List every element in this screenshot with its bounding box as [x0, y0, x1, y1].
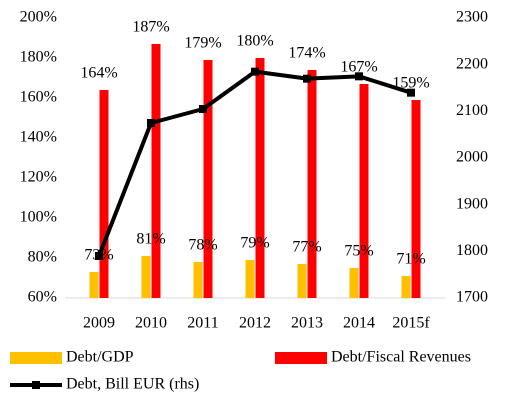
- x-tick-label: 2014: [343, 315, 375, 332]
- y2-tick-label: 1900: [456, 195, 488, 212]
- legend-swatch: [275, 352, 327, 364]
- y-tick-label: 100%: [20, 209, 57, 226]
- y2-tick-label: 1800: [456, 242, 488, 259]
- y2-tick-label: 2100: [456, 102, 488, 119]
- data-label: 78%: [188, 237, 217, 254]
- data-label: 71%: [396, 251, 425, 268]
- bar: [151, 44, 161, 298]
- bar: [401, 276, 411, 298]
- data-label: 159%: [392, 75, 429, 92]
- legend-swatch: [32, 381, 40, 389]
- bar: [255, 58, 265, 298]
- data-label: 79%: [240, 235, 269, 252]
- legend-label: Debt/GDP: [66, 349, 134, 366]
- data-label: 180%: [236, 33, 273, 50]
- y2-tick-label: 1700: [456, 289, 488, 306]
- data-label: 179%: [184, 35, 221, 52]
- bar: [193, 262, 203, 298]
- line-marker: [303, 74, 311, 83]
- x-tick-label: 2010: [135, 315, 167, 332]
- bar: [307, 70, 317, 298]
- legend-label: Debt/Fiscal Revenues: [331, 349, 471, 366]
- line-marker: [147, 119, 155, 127]
- y-tick-label: 120%: [20, 169, 57, 186]
- bar: [245, 260, 255, 298]
- y-tick-label: 160%: [20, 89, 57, 106]
- y2-tick-label: 2300: [456, 9, 488, 26]
- y2-tick-label: 2000: [456, 149, 488, 166]
- bar: [99, 90, 109, 298]
- data-label: 77%: [292, 239, 321, 256]
- y2-tick-label: 2200: [456, 55, 488, 72]
- x-tick-label: 2012: [239, 315, 271, 332]
- x-tick-label: 2009: [83, 315, 115, 332]
- line-marker: [251, 67, 259, 76]
- y-tick-label: 60%: [28, 289, 57, 306]
- data-label: 187%: [132, 19, 169, 36]
- legend-swatch: [10, 352, 62, 364]
- bar: [141, 256, 151, 298]
- data-label: 73%: [84, 247, 113, 264]
- x-tick-label: 2015f: [392, 315, 430, 332]
- bar: [297, 264, 307, 298]
- bar: [411, 100, 421, 298]
- x-tick-label: 2011: [187, 315, 218, 332]
- line-marker: [95, 252, 103, 260]
- data-label: 174%: [288, 45, 325, 62]
- x-tick-label: 2013: [291, 315, 323, 332]
- bar: [359, 84, 369, 298]
- line-marker: [407, 88, 415, 97]
- data-label: 81%: [136, 231, 165, 248]
- bar: [203, 60, 213, 298]
- y-tick-label: 140%: [20, 129, 57, 146]
- line-marker: [199, 105, 207, 113]
- data-label: 167%: [340, 59, 377, 76]
- data-label: 75%: [344, 243, 373, 260]
- data-label: 164%: [80, 65, 117, 82]
- y-tick-label: 80%: [28, 249, 57, 266]
- line-marker: [355, 72, 363, 81]
- bar: [349, 268, 359, 298]
- bar: [89, 272, 99, 298]
- legend-label: Debt, Bill EUR (rhs): [66, 376, 199, 393]
- y-tick-label: 180%: [20, 49, 57, 66]
- y-tick-label: 200%: [20, 9, 57, 26]
